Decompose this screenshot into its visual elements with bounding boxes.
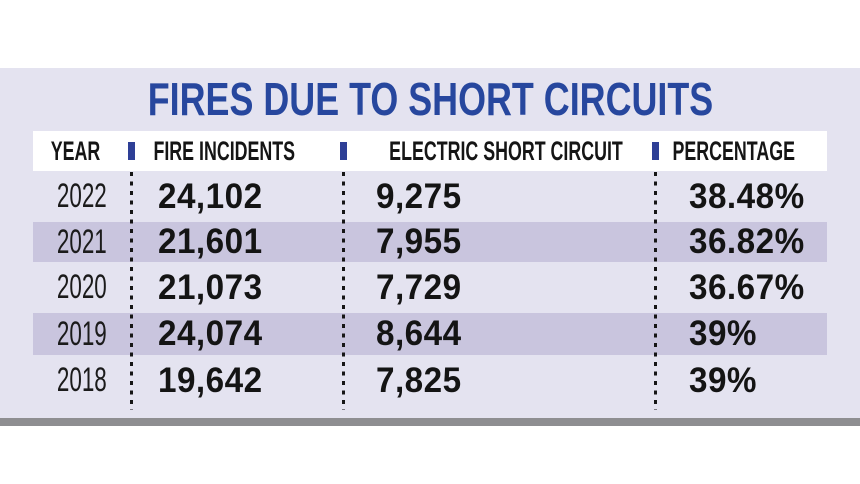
table-row: 2020 21,073 7,729 36.67%: [33, 262, 827, 313]
electric-short-circuit-cell: 7,729: [376, 267, 462, 307]
panel-drop-shadow: [0, 418, 860, 426]
year-cell: 2021: [57, 222, 107, 261]
year-cell: 2018: [57, 361, 107, 399]
page-title-text: FIRES DUE TO SHORT CIRCUITS: [147, 73, 713, 125]
table-row: 2019 24,074 8,644 39%: [33, 313, 827, 355]
header-separator-bar: [340, 142, 347, 160]
column-separator-dotted: [654, 172, 657, 410]
year-cell: 2020: [57, 268, 107, 306]
table-row: 2022 24,102 9,275 38.48%: [33, 171, 827, 222]
percentage-cell: 39%: [689, 314, 757, 353]
table-header-row: YEAR FIRE INCIDENTS ELECTRIC SHORT CIRCU…: [33, 131, 827, 171]
fire-incidents-cell: 21,073: [158, 267, 263, 307]
header-separator-bar: [128, 142, 135, 160]
percentage-cell: 39%: [689, 360, 757, 400]
table-row: 2021 21,601 7,955 36.82%: [33, 222, 827, 262]
fire-incidents-cell: 21,601: [158, 222, 263, 261]
column-separator-dotted: [342, 172, 345, 410]
percentage-cell: 38.48%: [689, 176, 805, 216]
fire-incidents-cell: 24,102: [158, 176, 263, 216]
percentage-cell: 36.82%: [689, 222, 805, 261]
page-title: FIRES DUE TO SHORT CIRCUITS: [0, 76, 860, 122]
electric-short-circuit-cell: 8,644: [376, 314, 462, 353]
table-row: 2018 19,642 7,825 39%: [33, 355, 827, 406]
electric-short-circuit-cell: 9,275: [376, 176, 462, 216]
column-header-year: YEAR: [50, 135, 100, 166]
fire-incidents-cell: 24,074: [158, 314, 263, 353]
electric-short-circuit-cell: 7,955: [376, 222, 462, 261]
header-separator-bar: [652, 142, 659, 160]
fire-incidents-cell: 19,642: [158, 360, 263, 400]
year-cell: 2019: [57, 314, 107, 353]
column-header-fire-incidents: FIRE INCIDENTS: [153, 135, 296, 166]
column-header-percentage: PERCENTAGE: [673, 135, 796, 166]
year-cell: 2022: [57, 177, 107, 215]
percentage-cell: 36.67%: [689, 267, 805, 307]
electric-short-circuit-cell: 7,825: [376, 360, 462, 400]
column-header-electric-short-circuit: ELECTRIC SHORT CIRCUIT: [389, 135, 624, 166]
table-body: 2022 24,102 9,275 38.48% 2021 21,601 7,9…: [33, 171, 827, 406]
column-separator-dotted: [130, 172, 133, 410]
